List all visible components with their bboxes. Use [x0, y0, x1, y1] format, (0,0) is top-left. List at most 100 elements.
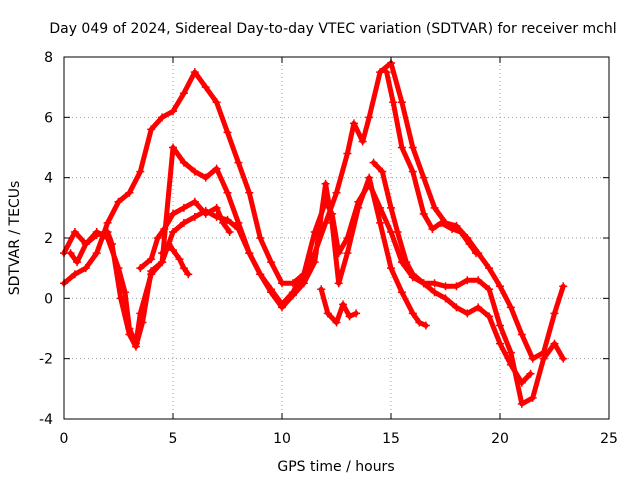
data-point-marker: [81, 240, 90, 249]
data-point-marker: [496, 282, 504, 291]
data-point-marker: [559, 354, 568, 363]
x-tick-label: 15: [382, 431, 400, 447]
data-point-marker: [136, 264, 145, 273]
data-point-marker: [212, 203, 221, 212]
data-point-marker: [169, 143, 177, 152]
data-point-marker: [421, 321, 430, 330]
y-tick-label: -4: [39, 412, 53, 428]
data-point-marker: [419, 209, 428, 218]
data-point-marker: [267, 288, 276, 297]
data-point-marker: [393, 227, 402, 236]
data-point-marker: [121, 288, 130, 297]
data-point-marker: [517, 330, 526, 339]
data-point-marker: [223, 128, 232, 137]
data-point-marker: [179, 264, 188, 273]
data-point-marker: [387, 264, 395, 273]
y-tick-label: 4: [44, 171, 53, 187]
data-point-marker: [288, 291, 297, 300]
data-point-marker: [321, 179, 330, 188]
data-point-marker: [463, 276, 472, 285]
data-point-marker: [408, 143, 417, 152]
data-point-marker: [158, 258, 167, 267]
data-point-marker: [70, 227, 79, 236]
data-point-marker: [408, 270, 417, 279]
data-point-marker: [212, 98, 221, 107]
data-point-marker: [299, 279, 308, 288]
x-axis-label: GPS time / hours: [277, 459, 394, 475]
data-point-marker: [147, 255, 156, 264]
data-point-marker: [474, 276, 483, 285]
data-point-marker: [397, 288, 406, 297]
data-point-marker: [103, 218, 112, 227]
data-point-marker: [169, 209, 177, 218]
data-point-marker: [441, 294, 450, 303]
data-series: [60, 59, 568, 408]
data-point-marker: [267, 258, 276, 267]
data-point-marker: [465, 240, 474, 249]
data-point-marker: [201, 83, 210, 92]
data-point-marker: [219, 218, 228, 227]
x-tick-label: 5: [169, 431, 178, 447]
data-point-marker: [179, 218, 188, 227]
data-point-marker: [485, 312, 494, 321]
data-point-marker: [550, 309, 559, 318]
data-point-marker: [354, 203, 363, 212]
series-trace: [68, 145, 429, 347]
y-tick-label: 0: [44, 291, 53, 307]
data-point-marker: [526, 369, 535, 378]
data-point-marker: [539, 348, 548, 357]
data-point-marker: [369, 158, 378, 167]
data-point-marker: [81, 264, 90, 273]
data-point-marker: [179, 203, 188, 212]
data-point-marker: [430, 288, 439, 297]
data-point-marker: [256, 270, 265, 279]
data-point-marker: [328, 218, 337, 227]
data-point-marker: [223, 215, 232, 224]
chart-title: Day 049 of 2024, Sidereal Day-to-day VTE…: [49, 21, 616, 37]
data-point-marker: [365, 173, 374, 182]
data-point-marker: [92, 249, 101, 258]
data-point-marker: [506, 303, 515, 312]
data-point-marker: [376, 218, 385, 227]
data-point-marker: [169, 107, 177, 116]
data-point-marker: [190, 68, 199, 77]
data-point-marker: [169, 227, 177, 236]
data-point-marker: [190, 212, 199, 221]
data-point-marker: [114, 264, 123, 273]
data-point-marker: [419, 279, 428, 288]
series-3: [66, 143, 430, 348]
data-point-marker: [452, 303, 461, 312]
data-point-marker: [345, 312, 354, 321]
data-point-marker: [323, 309, 332, 318]
data-point-marker: [528, 393, 537, 402]
data-point-marker: [485, 264, 494, 273]
data-point-marker: [472, 249, 481, 258]
data-point-marker: [201, 209, 210, 218]
data-point-marker: [160, 224, 169, 233]
x-tick-label: 10: [273, 431, 291, 447]
data-point-marker: [506, 360, 515, 369]
data-point-marker: [278, 279, 286, 288]
data-point-marker: [528, 354, 537, 363]
data-point-marker: [92, 227, 101, 236]
data-point-marker: [103, 234, 112, 242]
data-point-marker: [397, 143, 406, 152]
data-point-marker: [158, 113, 167, 122]
data-point-marker: [382, 68, 391, 77]
data-point-marker: [73, 258, 82, 267]
data-point-marker: [485, 285, 494, 294]
data-point-marker: [153, 234, 162, 242]
data-point-marker: [397, 98, 406, 107]
data-point-marker: [147, 270, 156, 279]
data-point-marker: [349, 119, 358, 128]
data-point-marker: [164, 240, 173, 249]
data-point-marker: [114, 197, 123, 206]
data-point-marker: [550, 339, 559, 348]
data-point-marker: [452, 282, 461, 291]
data-point-marker: [184, 270, 193, 279]
y-tick-label: 2: [44, 231, 53, 247]
data-point-marker: [408, 167, 417, 176]
data-point-marker: [343, 149, 352, 158]
data-point-marker: [201, 173, 210, 182]
series-5: [158, 240, 193, 279]
